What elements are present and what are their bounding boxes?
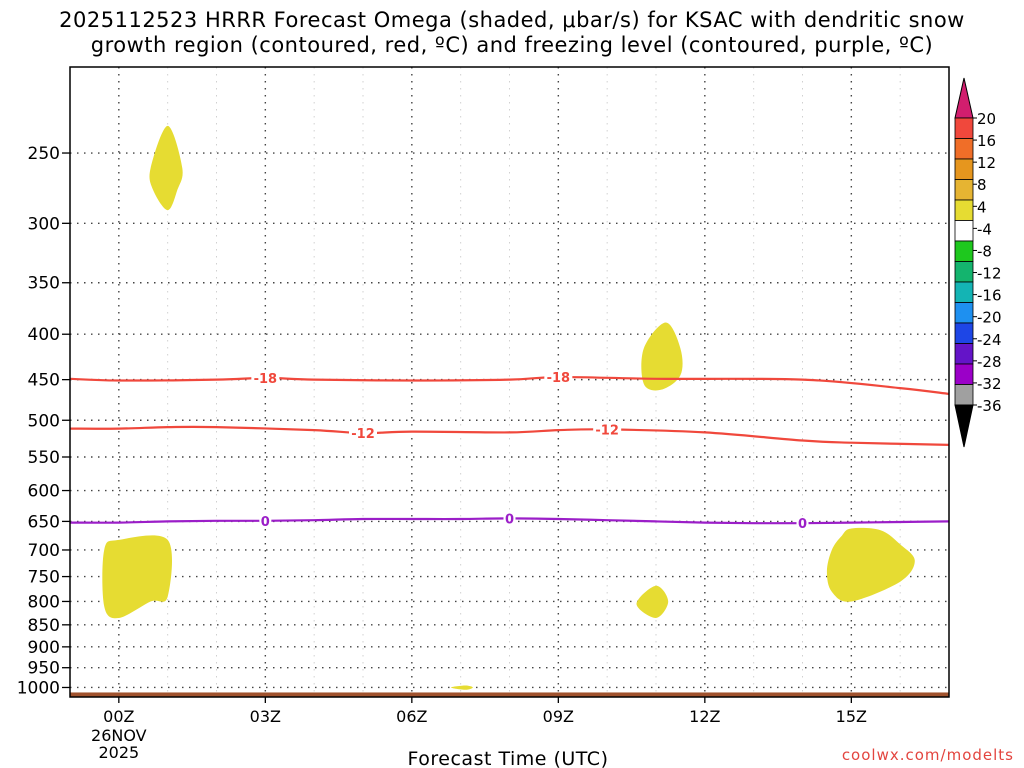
colorbar-segment-8 <box>954 281 974 303</box>
contour-label-bg-dendritic_snow_growth_-18C-0 <box>251 370 280 385</box>
omega-region-upper-left <box>149 125 183 211</box>
colorbar-segment-7 <box>954 261 974 283</box>
y-tick-label-550: 550 <box>28 448 60 468</box>
y-tick-label-450: 450 <box>28 371 60 391</box>
y-tick-label-250: 250 <box>28 144 60 164</box>
colorbar-label-9: -20 <box>977 309 1002 327</box>
colorbar-segment-10 <box>954 322 974 344</box>
contour-label-dendritic_snow_growth_-18C-1: -18 <box>547 371 571 386</box>
colorbar-segment-6 <box>954 240 974 262</box>
axes: 2503003504004505005506006507007508008509… <box>17 66 950 762</box>
colorbar-label-4: 4 <box>977 198 987 216</box>
colorbar-label-5: -4 <box>977 220 992 238</box>
colorbar-label-10: -24 <box>977 331 1002 349</box>
contour-label-dendritic_snow_growth_-18C-0: -18 <box>254 372 278 387</box>
omega-region-lower-right <box>826 527 915 602</box>
omega-region-lower-mid <box>636 585 669 619</box>
ground-band <box>70 692 949 697</box>
colorbar-label-12: -32 <box>977 375 1002 393</box>
y-tick-label-750: 750 <box>28 568 60 588</box>
contour-dendritic_snow_growth_-12C <box>69 425 950 446</box>
colorbar-segment-3 <box>954 179 974 201</box>
y-tick-label-900: 900 <box>28 638 60 658</box>
ground-layer <box>70 692 949 697</box>
omega-shading <box>102 125 915 690</box>
chart-title: 2025112523 HRRR Forecast Omega (shaded, … <box>0 8 1024 58</box>
y-tick-label-1000: 1000 <box>17 678 60 698</box>
omega-region-mid-right <box>641 322 683 391</box>
colorbar-label-7: -12 <box>977 265 1002 283</box>
x-axis-label: Forecast Time (UTC) <box>408 748 609 768</box>
contour-dendritic_snow_growth_-18C <box>69 375 950 395</box>
colorbar-segment-5 <box>954 220 974 242</box>
colorbar-segment-12 <box>954 363 974 385</box>
colorbar-label-6: -8 <box>977 242 992 260</box>
contour-label-freezing_level_0C-0: 0 <box>261 515 270 530</box>
x-tick-sublabel-00Z-0: 26NOV <box>91 726 147 745</box>
colorbar-label-3: 8 <box>977 176 987 194</box>
contour-labels: -18 -18 -12 -12 0 0 0 <box>251 370 809 532</box>
colorbar-label-1: 16 <box>977 132 996 150</box>
y-tick-label-400: 400 <box>28 325 60 345</box>
credit-text: coolwx.com/modelts <box>841 746 1014 764</box>
x-tick-label-12Z: 12Z <box>689 707 720 726</box>
x-tick-label-03Z: 03Z <box>250 707 281 726</box>
x-tick-label-06Z: 06Z <box>396 707 427 726</box>
colorbar-label-0: 20 <box>977 110 996 128</box>
colorbar-label-8: -16 <box>977 287 1002 305</box>
colorbar-segment-9 <box>954 302 974 324</box>
contour-label-bg-freezing_level_0C-1 <box>503 511 516 526</box>
y-tick-label-700: 700 <box>28 541 60 561</box>
plot-frame <box>69 66 950 698</box>
x-tick-label-09Z: 09Z <box>543 707 574 726</box>
x-tick-sublabel-00Z-1: 2025 <box>98 743 139 762</box>
colorbar-segment-13 <box>954 384 974 406</box>
colorbar-segment-1 <box>954 138 974 160</box>
y-tick-label-650: 650 <box>28 512 60 532</box>
y-tick-label-950: 950 <box>28 659 60 679</box>
omega-region-lower-left <box>102 535 173 619</box>
colorbar-segment-2 <box>954 158 974 180</box>
colorbar-top-arrow <box>954 77 974 119</box>
x-tick-label-00Z: 00Z <box>103 707 134 726</box>
omega-region-surface <box>450 685 473 690</box>
title-line-2: growth region (contoured, red, ºC) and f… <box>90 33 934 57</box>
contour-label-bg-freezing_level_0C-0 <box>259 513 272 528</box>
contour-label-freezing_level_0C-2: 0 <box>798 517 807 532</box>
colorbar-bottom-arrow <box>954 404 974 448</box>
contour-label-dendritic_snow_growth_-12C-0: -12 <box>351 427 375 442</box>
colorbar: 20 16 12 8 4 -4 -8 -12 -16 -20 -24 -28 -32 -36 <box>954 77 1002 448</box>
y-tick-label-850: 850 <box>28 616 60 636</box>
y-tick-label-800: 800 <box>28 592 60 612</box>
title-line-1: 2025112523 HRRR Forecast Omega (shaded, … <box>59 8 965 32</box>
grid <box>70 67 949 697</box>
y-tick-label-350: 350 <box>28 274 60 294</box>
colorbar-label-11: -28 <box>977 353 1002 371</box>
contour-label-bg-dendritic_snow_growth_-18C-1 <box>544 370 573 385</box>
contour-label-freezing_level_0C-1: 0 <box>505 512 514 527</box>
contour-label-dendritic_snow_growth_-12C-1: -12 <box>595 423 619 438</box>
colorbar-label-2: 12 <box>977 154 996 172</box>
y-tick-label-500: 500 <box>28 411 60 431</box>
y-tick-label-300: 300 <box>28 214 60 234</box>
contour-label-bg-dendritic_snow_growth_-12C-0 <box>349 426 377 441</box>
colorbar-segment-11 <box>954 343 974 365</box>
contour-label-bg-dendritic_snow_growth_-12C-1 <box>593 422 622 437</box>
colorbar-label-13: -36 <box>977 397 1002 415</box>
colorbar-segment-4 <box>954 199 974 221</box>
x-tick-label-15Z: 15Z <box>836 707 867 726</box>
y-tick-label-600: 600 <box>28 482 60 502</box>
contour-label-bg-freezing_level_0C-2 <box>796 516 809 531</box>
colorbar-segment-0 <box>954 117 974 139</box>
